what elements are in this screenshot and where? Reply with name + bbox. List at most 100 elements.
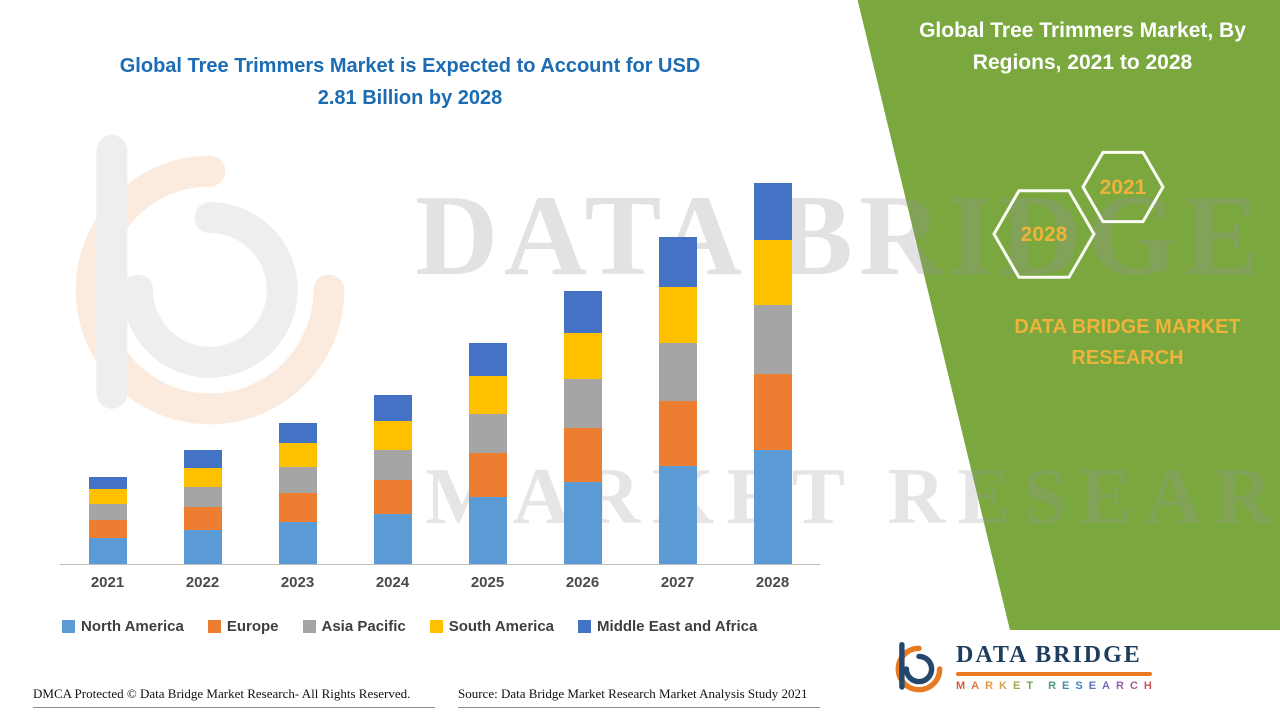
legend-label: South America — [448, 618, 555, 635]
hexagon-years-graphic: 2021 2028 — [992, 150, 1165, 279]
axis-label-2027: 2027 — [660, 574, 695, 591]
bar-segment — [88, 504, 127, 520]
axis-label-2026: 2026 — [565, 574, 600, 591]
logo-text-block: DATA BRIDGE MARKET RESEARCH — [956, 642, 1158, 692]
bar-segment — [468, 497, 507, 564]
bar-segment — [373, 395, 412, 421]
bar-segment — [753, 183, 792, 240]
bar-segment — [658, 466, 697, 564]
bar-segment — [373, 450, 412, 480]
logo-underline-swoosh — [956, 672, 1152, 676]
x-axis-labels: 2021 2022 2023 2024 2025 2026 2027 2028 — [60, 574, 820, 591]
axis-label-2028: 2028 — [755, 574, 790, 591]
bar-slot-2023 — [250, 423, 345, 564]
bar-slot-2026 — [535, 291, 630, 564]
bar-slot-2025 — [440, 343, 535, 564]
axis-label-2023: 2023 — [280, 574, 315, 591]
bar-segment — [468, 343, 507, 376]
axis-label-2022: 2022 — [185, 574, 220, 591]
bar-segment — [278, 423, 317, 443]
legend-item: Middle East and Africa — [578, 618, 757, 635]
databridge-logo: DATA BRIDGE MARKET RESEARCH — [886, 640, 1164, 698]
bar-slot-2022 — [155, 450, 250, 564]
bar-segment — [468, 414, 507, 453]
legend-swatch — [429, 620, 443, 633]
legend-swatch — [578, 620, 592, 633]
legend-swatch — [207, 620, 221, 633]
logo-name: DATA BRIDGE — [956, 642, 1142, 668]
chart-title-line1: Global Tree Trimmers Market is Expected … — [119, 55, 701, 77]
bar-segment — [373, 421, 412, 450]
legend-item: Asia Pacific — [302, 618, 406, 635]
bar-segment — [278, 493, 317, 522]
bar-segment — [183, 507, 222, 530]
dmca-notice: DMCA Protected © Data Bridge Market Rese… — [33, 686, 435, 708]
axis-label-2021: 2021 — [90, 574, 125, 591]
legend-swatch — [302, 620, 316, 633]
legend-label: Middle East and Africa — [597, 618, 758, 635]
bar-slot-2021 — [60, 477, 155, 564]
legend-item: South America — [429, 618, 555, 635]
bar-segment — [658, 237, 697, 287]
bar-segment — [658, 343, 697, 401]
stacked-bar-2021 — [88, 477, 127, 564]
bar-segment — [183, 487, 222, 507]
bar-slot-2027 — [630, 237, 725, 564]
bar-segment — [88, 489, 127, 504]
hexagon-2021 — [1081, 150, 1165, 224]
chart-title-line2: 2.81 Billion by 2028 — [317, 87, 503, 109]
bar-segment — [468, 376, 507, 414]
stacked-bar-2027 — [658, 237, 697, 564]
stacked-bar-2024 — [373, 395, 412, 564]
hexagon-2021-label: 2021 — [1100, 176, 1147, 199]
bar-segment — [563, 333, 602, 379]
hexagon-2028 — [992, 189, 1096, 279]
legend-label: Europe — [226, 618, 279, 635]
panel-title: Global Tree Trimmers Market, By Regions,… — [919, 19, 1246, 74]
bar-segment — [183, 530, 222, 564]
bar-segment — [183, 450, 222, 468]
legend-item: Europe — [207, 618, 279, 635]
plot-area — [60, 165, 820, 565]
bar-slot-2028 — [725, 183, 820, 564]
source-note: Source: Data Bridge Market Research Mark… — [458, 686, 820, 708]
stacked-bar-2023 — [278, 423, 317, 564]
bar-segment — [183, 468, 222, 487]
stacked-bar-2028 — [753, 183, 792, 564]
axis-label-2024: 2024 — [375, 574, 410, 591]
bar-segment — [88, 538, 127, 564]
bar-segment — [658, 401, 697, 466]
legend-label: North America — [81, 618, 184, 635]
bar-segment — [88, 477, 127, 489]
bar-segment — [753, 450, 792, 564]
bar-segment — [753, 305, 792, 374]
bar-segment — [373, 480, 412, 514]
bar-segment — [373, 514, 412, 564]
axis-label-2025: 2025 — [470, 574, 505, 591]
bar-segment — [753, 374, 792, 450]
bar-segment — [563, 291, 602, 333]
legend-swatch — [62, 620, 75, 633]
hexagon-2028-label: 2028 — [1021, 223, 1068, 246]
bar-segment — [278, 467, 317, 493]
bar-segment — [278, 443, 317, 467]
brand-text: DATA BRIDGE MARKET RESEARCH — [1014, 316, 1241, 369]
bar-segment — [563, 482, 602, 564]
legend: North America Europe Asia Pacific South Ame… — [62, 618, 842, 635]
stacked-bar-2026 — [563, 291, 602, 564]
bar-segment — [278, 522, 317, 564]
bar-segment — [563, 428, 602, 482]
bar-segment — [753, 240, 792, 305]
stacked-bar-2022 — [183, 450, 222, 564]
logo-tagline: MARKET RESEARCH — [956, 680, 1158, 692]
stacked-bar-2025 — [468, 343, 507, 564]
legend-label: Asia Pacific — [321, 618, 406, 635]
bar-segment — [563, 379, 602, 428]
bar-slot-2024 — [345, 395, 440, 564]
chart-title: Global Tree Trimmers Market is Expected … — [70, 50, 750, 114]
bar-segment — [88, 520, 127, 538]
bar-segment — [468, 453, 507, 497]
bar-segment — [658, 287, 697, 343]
legend-item: North America — [62, 618, 184, 635]
databridge-logo-icon — [895, 642, 943, 693]
